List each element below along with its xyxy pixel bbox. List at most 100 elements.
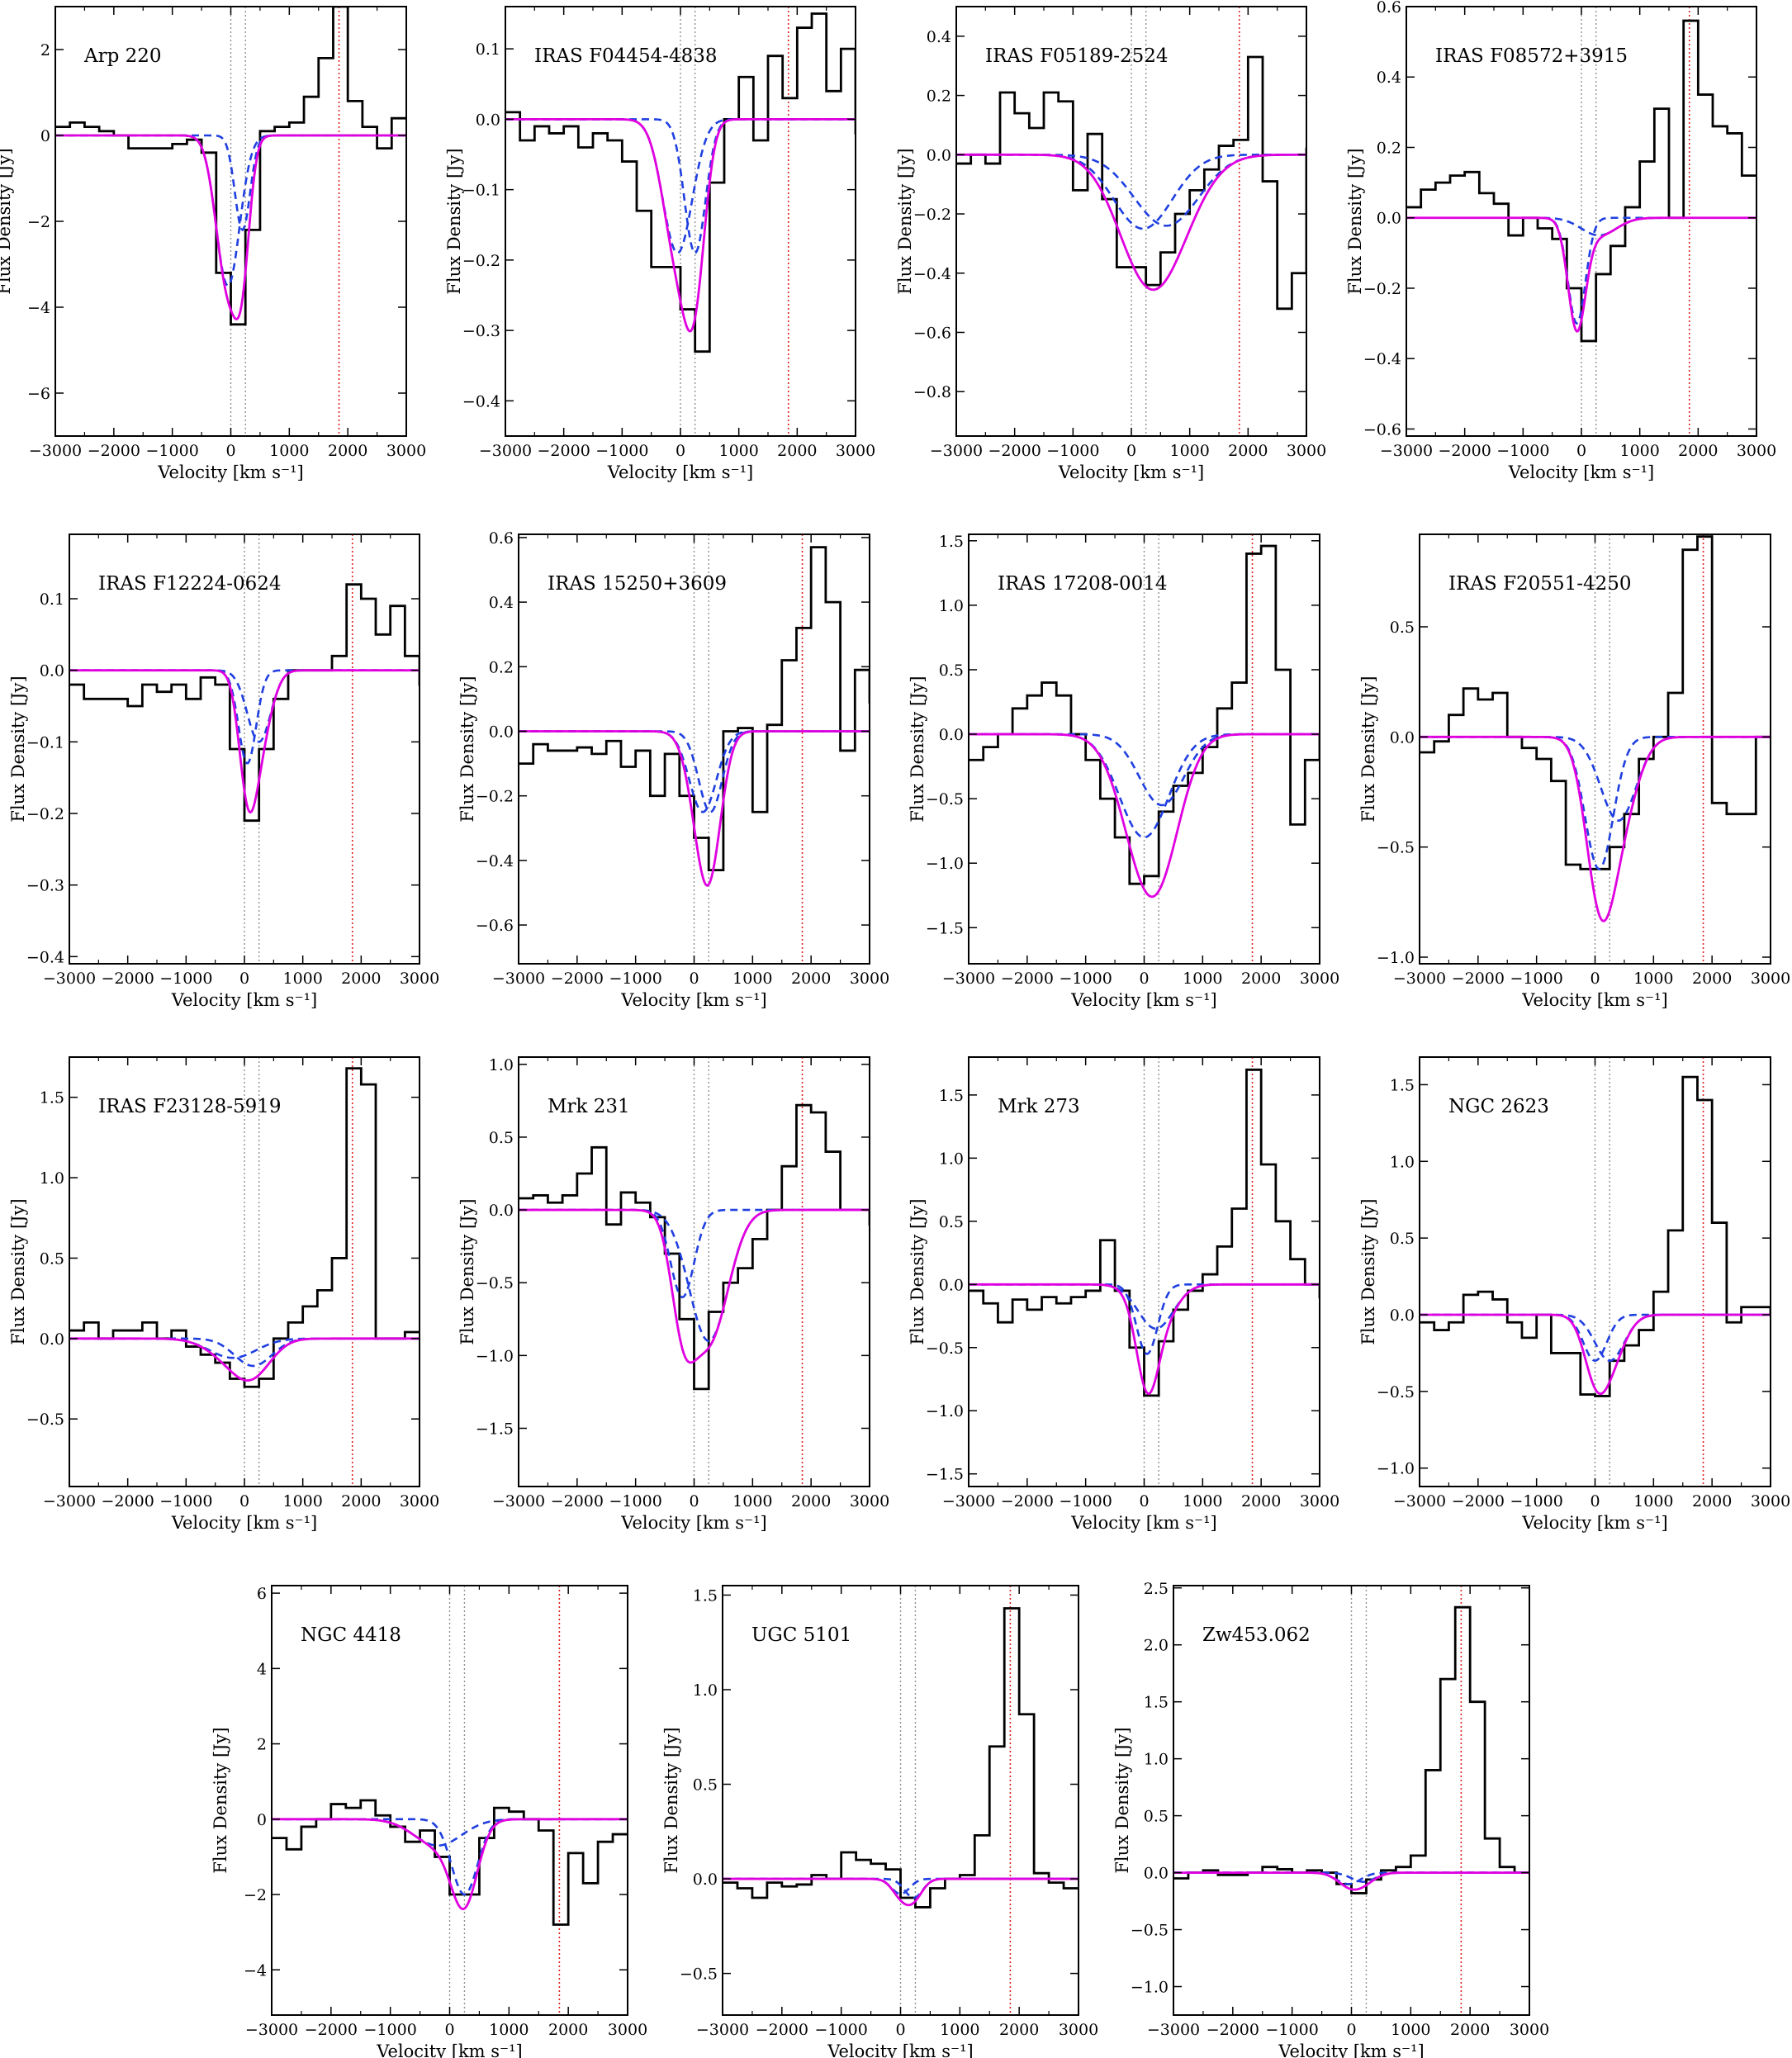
x-tick-label: 0: [225, 442, 235, 460]
y-tick-label: 0.0: [489, 1202, 514, 1220]
x-tick-label: −3000: [492, 1492, 545, 1510]
x-tick-label: −1000: [146, 442, 199, 460]
y-tick-label: 0.0: [1144, 1865, 1169, 1883]
x-tick-label: 1000: [1619, 442, 1659, 460]
spectrum-panel: −3000 −2000 −1000 0 1000 2000 3000 −4 −2 0 2 4 6 NGC …: [211, 1585, 647, 2058]
x-axis-label: Velocity [km s⁻¹]: [620, 1513, 766, 1533]
x-tick-label: −3000: [492, 970, 545, 988]
y-tick-label: −0.3: [26, 877, 64, 895]
spectrum-panel: −3000 −2000 −1000 0 1000 2000 3000 −1.0 −0.5 0.0 0…: [1358, 533, 1790, 1010]
x-tick-label: 0: [676, 442, 685, 460]
panel-title: IRAS 17208-0014: [998, 573, 1168, 595]
x-tick-label: −1000: [1266, 2021, 1319, 2039]
y-tick-label: 0.5: [1390, 1230, 1415, 1248]
plot-area: [519, 1057, 870, 1487]
x-tick-label: 2000: [341, 970, 381, 988]
observed-spectrum: [956, 55, 1306, 311]
y-tick-label: 0.2: [1377, 139, 1401, 157]
x-tick-label: −1000: [364, 2021, 417, 2039]
y-tick-label: 1.5: [939, 1087, 964, 1105]
spectrum-panel: −3000 −2000 −1000 0 1000 2000 3000 −0.4 −0.3 −0.2…: [8, 533, 439, 1010]
x-axis-label: Velocity [km s⁻¹]: [1521, 990, 1667, 1010]
x-tick-label: −2000: [1001, 970, 1054, 988]
y-tick-label: −1.0: [926, 855, 964, 873]
x-tick-label: 1000: [732, 970, 772, 988]
x-tick-label: −2000: [988, 442, 1041, 460]
y-tick-label: 0.4: [1377, 69, 1401, 87]
plot-area: [69, 1057, 420, 1487]
x-tick-label: −2000: [88, 442, 140, 460]
x-tick-label: 2000: [548, 2021, 588, 2039]
y-tick-label: −0.6: [476, 917, 514, 935]
spectrum-panel: −3000 −2000 −1000 0 1000 2000 3000 −0.8 −0.6 −0.4…: [895, 6, 1326, 482]
y-tick-label: −0.5: [1131, 1922, 1169, 1940]
y-axis-label: Flux Density [Jy]: [444, 148, 464, 294]
y-tick-label: 2.0: [1144, 1637, 1169, 1655]
y-tick-label: 0.0: [927, 146, 951, 164]
x-tick-label: 3000: [1287, 442, 1326, 460]
panel-title: NGC 4418: [301, 1624, 401, 1646]
total-fit: [55, 134, 406, 321]
x-axis-label: Velocity [km s⁻¹]: [620, 990, 766, 1010]
gaussian-component: [956, 154, 1306, 230]
x-tick-label: −3000: [479, 442, 532, 460]
y-tick-label: −0.1: [462, 182, 500, 200]
x-axis-label: Velocity [km s⁻¹]: [1058, 462, 1204, 482]
y-axis-label: Flux Density [Jy]: [0, 148, 14, 294]
x-tick-label: 1000: [1633, 970, 1673, 988]
x-tick-label: 0: [1139, 1492, 1149, 1510]
x-tick-label: 1000: [718, 442, 758, 460]
panel-title: IRAS F23128-5919: [98, 1096, 282, 1117]
y-tick-label: −0.5: [26, 1411, 64, 1429]
y-tick-label: −0.1: [26, 733, 64, 752]
observed-spectrum: [519, 1103, 870, 1391]
spectrum-panel: −3000 −2000 −1000 0 1000 2000 3000 −0.5 0.0 0.5 1.…: [8, 1056, 439, 1533]
y-axis-label: Flux Density [Jy]: [1358, 1198, 1378, 1344]
y-tick-label: 4: [257, 1660, 267, 1678]
total-fit: [69, 1337, 420, 1382]
x-axis-label: Velocity [km s⁻¹]: [1278, 2041, 1424, 2058]
x-tick-label: −2000: [1001, 1492, 1054, 1510]
x-tick-label: 1000: [1183, 970, 1222, 988]
x-tick-label: −2000: [1207, 2021, 1259, 2039]
x-tick-label: −1000: [159, 1492, 212, 1510]
plot-area: [1420, 534, 1771, 964]
y-tick-label: 0.2: [927, 88, 951, 106]
y-axis-label: Flux Density [Jy]: [661, 1727, 681, 1873]
x-tick-label: −3000: [942, 1492, 995, 1510]
y-axis-label: Flux Density [Jy]: [457, 676, 477, 822]
y-tick-label: 0.1: [476, 40, 500, 59]
x-tick-label: −1000: [1060, 1492, 1112, 1510]
y-tick-label: −0.6: [913, 324, 951, 342]
y-tick-label: 0.0: [489, 723, 514, 741]
spectrum-panel: −3000 −2000 −1000 0 1000 2000 3000 −0.5 0.0 0.5 1.…: [661, 1585, 1098, 2058]
y-tick-label: −0.5: [1377, 1383, 1415, 1401]
x-tick-label: −3000: [696, 2021, 749, 2039]
x-tick-label: 3000: [1059, 2021, 1098, 2039]
y-tick-label: −0.4: [462, 392, 500, 410]
x-axis-label: Velocity [km s⁻¹]: [1508, 462, 1654, 482]
y-tick-label: −1.0: [926, 1402, 964, 1420]
y-tick-label: 0.0: [1390, 728, 1415, 747]
x-tick-label: −2000: [102, 1492, 154, 1510]
x-tick-label: −1000: [609, 1492, 662, 1510]
x-tick-label: 0: [444, 2021, 454, 2039]
panel-title: IRAS F20551-4250: [1448, 573, 1632, 595]
x-tick-label: −3000: [43, 1492, 96, 1510]
observed-spectrum: [969, 1068, 1320, 1397]
y-tick-label: 6: [257, 1585, 267, 1603]
y-tick-label: −0.4: [476, 852, 514, 870]
x-tick-label: −3000: [930, 442, 983, 460]
x-tick-label: −3000: [245, 2021, 298, 2039]
y-axis-label: Flux Density [Jy]: [1112, 1727, 1132, 1873]
total-fit: [956, 153, 1306, 292]
x-axis-label: Velocity [km s⁻¹]: [1521, 1513, 1667, 1533]
y-tick-label: −0.5: [680, 1966, 718, 1984]
x-axis-label: Velocity [km s⁻¹]: [171, 1513, 317, 1533]
spectrum-panel: −3000 −2000 −1000 0 1000 2000 3000 −0.6 −0.4 −0.2…: [1345, 0, 1776, 482]
x-tick-label: 3000: [850, 1492, 889, 1510]
x-tick-label: 2000: [1241, 1492, 1281, 1510]
y-tick-label: −0.4: [1363, 350, 1401, 368]
x-tick-label: 2000: [999, 2021, 1039, 2039]
x-tick-label: −2000: [1452, 1492, 1505, 1510]
